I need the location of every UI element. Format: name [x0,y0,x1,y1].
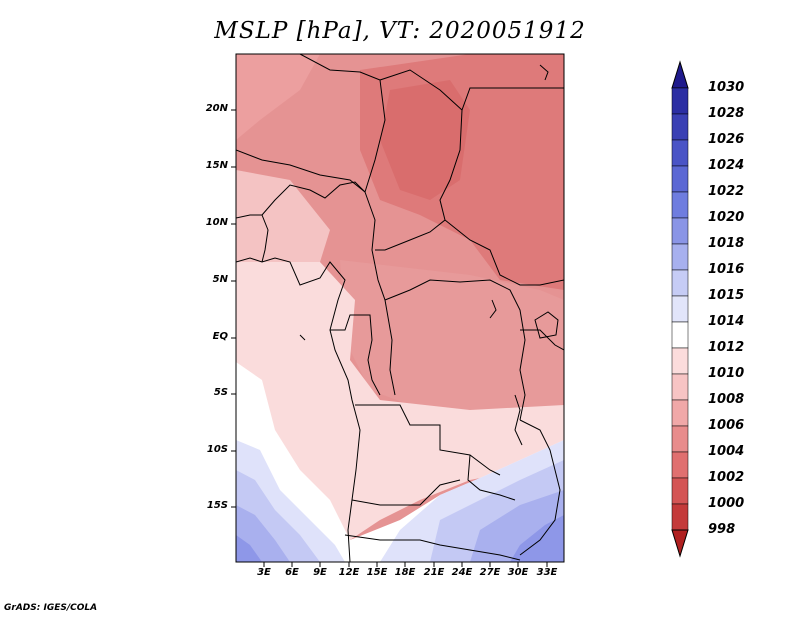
lat-label: EQ [212,331,228,342]
colorbar-label: 1020 [708,210,745,225]
colorbar-segment [671,87,689,115]
colorbar-label: 1028 [708,106,745,121]
lon-ticks [263,562,548,567]
colorbar-label: 1024 [708,158,745,173]
colorbar-segment [671,347,689,375]
colorbar-label: 1015 [708,288,745,303]
map-frame [235,53,565,563]
colorbar-segment [671,399,689,427]
colorbar-segment [671,243,689,271]
lat-label: 5S [213,387,228,398]
mslp-field [236,54,564,562]
colorbar-label: 1004 [708,444,745,459]
colorbar-label: 1010 [708,366,745,381]
lon-label: 27E [479,567,501,578]
colorbar-segment [671,269,689,297]
map-title: MSLP [hPa], VT: 2020051912 [214,18,586,44]
lon-label: 33E [536,567,558,578]
lon-label: 6E [285,567,299,578]
colorbar-label: 1016 [708,262,745,277]
colorbar-segment [671,217,689,245]
colorbar-label: 1026 [708,132,745,147]
lon-label: 3E [257,567,271,578]
colorbar-segment [671,503,689,531]
lon-label: 18E [394,567,416,578]
colorbar-label: 1012 [708,340,745,355]
lat-label: 15S [206,500,228,511]
colorbar-segment [671,165,689,193]
lat-label: 20N [205,103,228,114]
colorbar-segment [671,295,689,323]
lat-label: 10N [205,217,228,228]
lat-label: 5N [212,274,228,285]
colorbar-segment [671,139,689,167]
colorbar-label: 1022 [708,184,745,199]
colorbar-label: 1030 [708,80,745,95]
colorbar-label: 1008 [708,392,745,407]
colorbar-label: 1018 [708,236,745,251]
lon-label: 21E [423,567,445,578]
colorbar-segment [671,321,689,349]
lon-label: 15E [366,567,388,578]
grads-credit: GrADS: IGES/COLA [4,603,98,613]
colorbar-segment [671,451,689,479]
country-borders [236,54,564,562]
lat-ticks [231,109,236,508]
colorbar-segment [671,373,689,401]
lon-label: 30E [507,567,529,578]
lat-label: 15N [205,160,228,171]
colorbar-segment [671,191,689,219]
colorbar-label: 998 [708,522,736,537]
lat-label: 10S [206,444,228,455]
colorbar-segment [671,113,689,141]
colorbar-label: 1014 [708,314,745,329]
colorbar-bottom-arrow [671,529,689,558]
colorbar-segment [671,425,689,453]
colorbar [671,60,689,558]
lon-label: 9E [313,567,327,578]
colorbar-label: 1000 [708,496,745,511]
lon-label: 24E [451,567,473,578]
colorbar-label: 1006 [708,418,745,433]
colorbar-label: 1002 [708,470,745,485]
lon-label: 12E [338,567,360,578]
colorbar-segment [671,477,689,505]
colorbar-top-arrow [671,60,689,89]
